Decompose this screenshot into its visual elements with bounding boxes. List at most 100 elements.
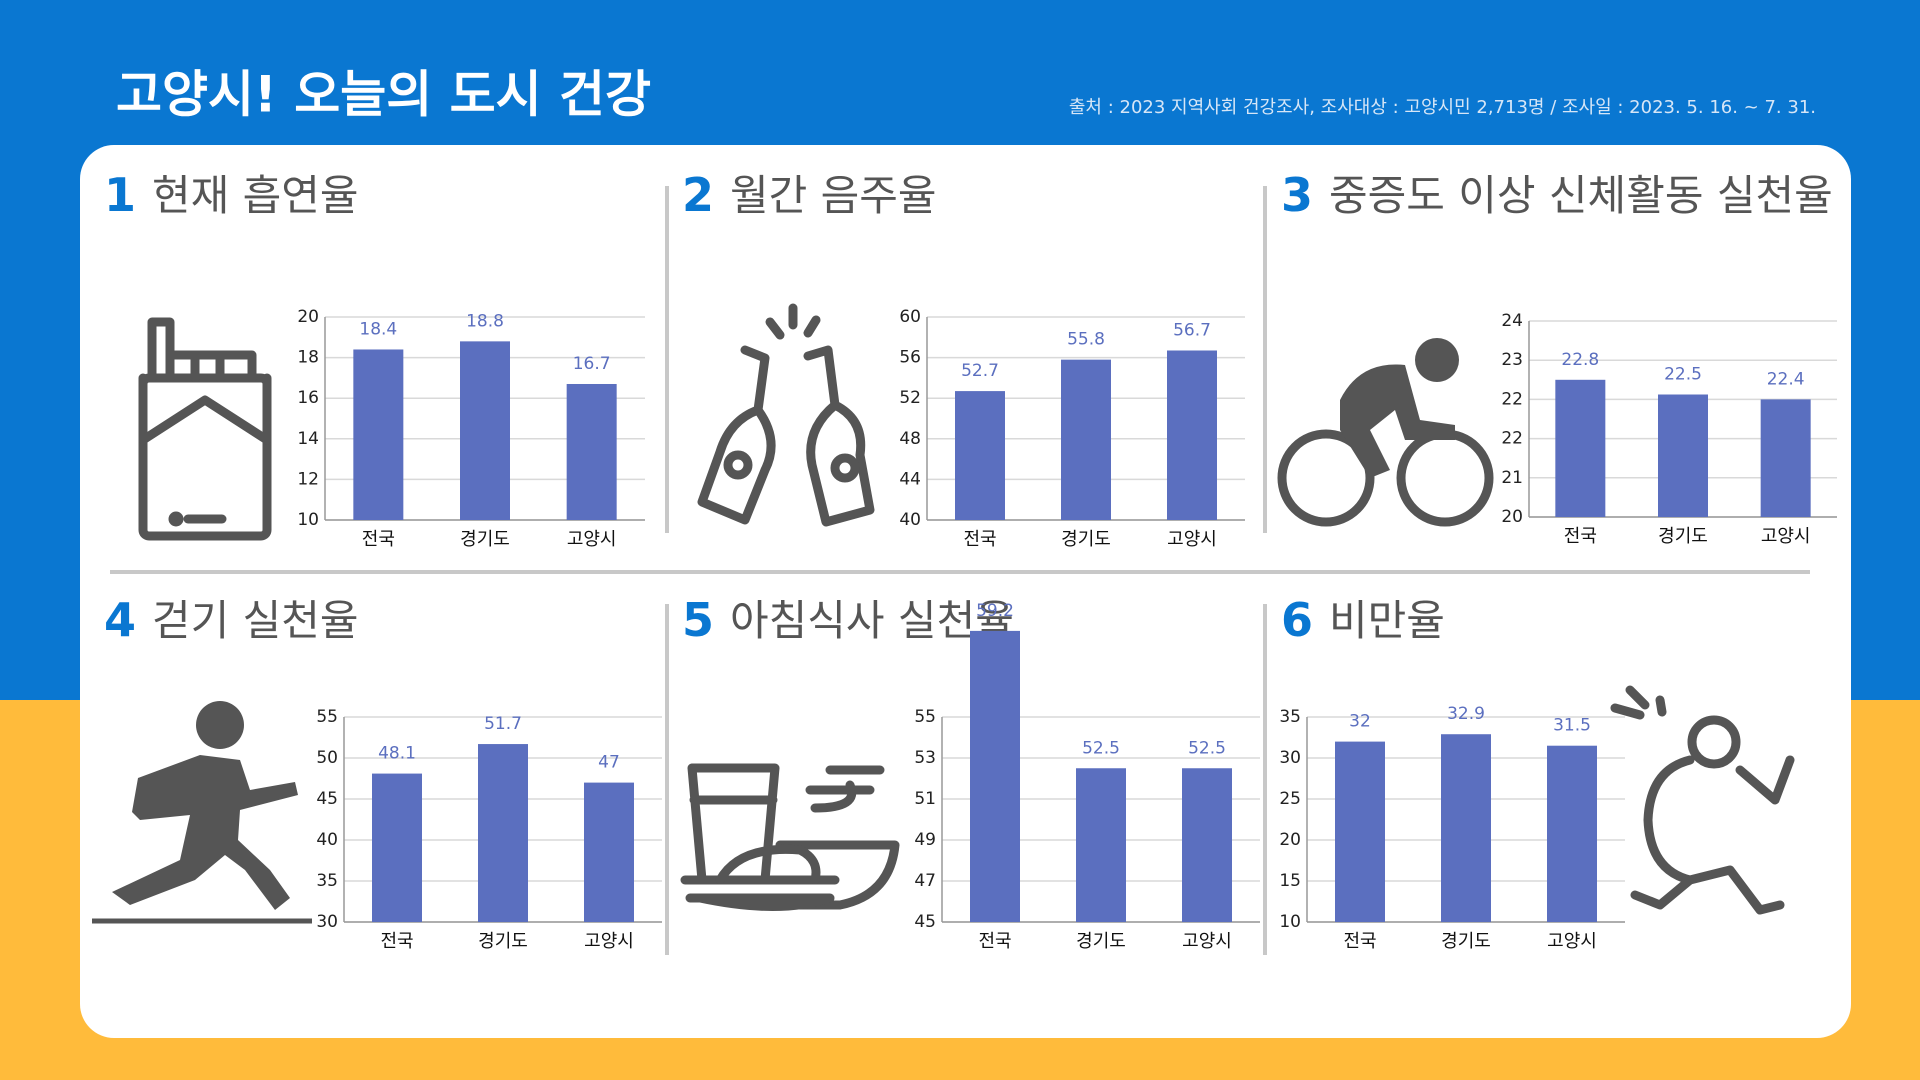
y-tick-label: 35 <box>1279 707 1301 727</box>
x-tick-label: 경기도 <box>1061 529 1111 550</box>
panel-number: 1 <box>104 168 136 222</box>
runner-icon <box>1610 685 1795 915</box>
x-tick-label: 전국 <box>1564 526 1597 547</box>
value-label: 52.5 <box>1188 738 1226 758</box>
panel-title: 아침식사 실천율 <box>730 596 1014 645</box>
panel-heading: 4 걷기 실천율 <box>104 593 359 647</box>
value-label: 32 <box>1349 712 1371 732</box>
y-tick-label: 10 <box>1279 912 1301 932</box>
y-tick-label: 48 <box>899 429 921 449</box>
panel-number: 5 <box>682 593 714 647</box>
value-label: 18.8 <box>466 311 504 331</box>
value-label: 22.4 <box>1767 369 1805 389</box>
y-tick-label: 20 <box>1279 830 1301 850</box>
y-tick-label: 55 <box>316 707 338 727</box>
y-tick-label: 60 <box>899 307 921 327</box>
value-label: 22.5 <box>1664 365 1702 385</box>
y-tick-label: 22 <box>1501 429 1523 449</box>
panel-heading: 3 중증도 이상 신체활동 실천율 <box>1281 168 1833 222</box>
y-tick-label: 45 <box>914 912 936 932</box>
x-tick-label: 전국 <box>362 529 395 550</box>
y-tick-label: 10 <box>297 510 319 530</box>
dividers <box>110 186 1810 955</box>
bar <box>1441 734 1491 922</box>
y-tick-label: 30 <box>316 912 338 932</box>
x-tick-label: 전국 <box>978 931 1011 952</box>
y-tick-label: 15 <box>1279 871 1301 891</box>
y-tick-label: 47 <box>914 871 936 891</box>
value-label: 18.4 <box>359 319 397 339</box>
y-tick-label: 14 <box>297 429 319 449</box>
x-tick-label: 고양시 <box>584 931 634 952</box>
y-tick-label: 50 <box>316 748 338 768</box>
cyclist-icon <box>1277 338 1494 527</box>
y-tick-label: 20 <box>297 307 319 327</box>
bar <box>1547 745 1597 922</box>
value-label: 32.9 <box>1447 704 1485 724</box>
meal-icon <box>680 763 900 911</box>
value-label: 47 <box>598 753 620 773</box>
y-tick-label: 55 <box>914 707 936 727</box>
bar <box>1061 359 1111 520</box>
value-label: 16.7 <box>573 354 611 374</box>
x-tick-label: 경기도 <box>460 529 510 550</box>
bar <box>1555 379 1606 517</box>
value-label: 52.5 <box>1082 738 1120 758</box>
x-tick-label: 경기도 <box>1658 526 1708 547</box>
y-tick-label: 25 <box>1279 789 1301 809</box>
cigarette-icon <box>138 317 272 541</box>
y-tick-label: 40 <box>899 510 921 530</box>
value-label: 48.1 <box>378 744 416 764</box>
bar <box>1658 394 1708 517</box>
y-tick-label: 18 <box>297 348 319 368</box>
y-tick-label: 23 <box>1501 350 1523 370</box>
bar <box>1760 399 1811 517</box>
y-tick-label: 49 <box>914 830 936 850</box>
y-tick-label: 12 <box>297 469 319 489</box>
y-tick-label: 44 <box>899 469 921 489</box>
bottles-icon <box>697 303 875 527</box>
bar <box>478 744 528 922</box>
y-tick-label: 30 <box>1279 748 1301 768</box>
panel-heading: 6 비만율 <box>1281 593 1445 647</box>
panel-title: 걷기 실천율 <box>152 596 359 645</box>
value-label: 59.2 <box>976 601 1014 621</box>
x-tick-label: 전국 <box>1343 931 1376 952</box>
x-tick-label: 경기도 <box>1076 931 1126 952</box>
panel-number: 3 <box>1281 168 1313 222</box>
x-tick-label: 전국 <box>380 931 413 952</box>
bar <box>955 391 1005 520</box>
x-tick-label: 고양시 <box>1547 931 1597 952</box>
y-tick-label: 24 <box>1501 311 1523 331</box>
panel-title: 중증도 이상 신체활동 실천율 <box>1329 171 1833 220</box>
panel-number: 4 <box>104 593 136 647</box>
x-tick-label: 고양시 <box>567 529 617 550</box>
x-tick-label: 고양시 <box>1182 931 1232 952</box>
bar <box>584 782 634 922</box>
value-label: 55.8 <box>1067 330 1105 350</box>
panel-heading: 1 현재 흡연율 <box>104 168 359 222</box>
y-tick-label: 22 <box>1501 389 1523 409</box>
panel-number: 6 <box>1281 593 1313 647</box>
y-tick-label: 35 <box>316 871 338 891</box>
walker-icon <box>92 701 312 924</box>
x-tick-label: 고양시 <box>1761 526 1811 547</box>
bar <box>353 349 404 520</box>
page-title: 고양시! 오늘의 도시 건강 <box>116 66 651 124</box>
y-tick-label: 51 <box>914 789 936 809</box>
panel-heading: 5 아침식사 실천율 <box>682 593 1014 647</box>
y-tick-label: 52 <box>899 388 921 408</box>
value-label: 51.7 <box>484 714 522 734</box>
value-label: 52.7 <box>961 361 999 381</box>
x-tick-label: 경기도 <box>478 931 528 952</box>
value-label: 56.7 <box>1173 320 1211 340</box>
y-tick-label: 53 <box>914 748 936 768</box>
bar <box>566 383 617 520</box>
bar <box>372 773 422 922</box>
bar <box>460 341 510 520</box>
y-tick-label: 56 <box>899 348 921 368</box>
panel-number: 2 <box>682 168 714 222</box>
panel-title: 비만율 <box>1329 596 1445 645</box>
x-tick-label: 전국 <box>963 529 996 550</box>
